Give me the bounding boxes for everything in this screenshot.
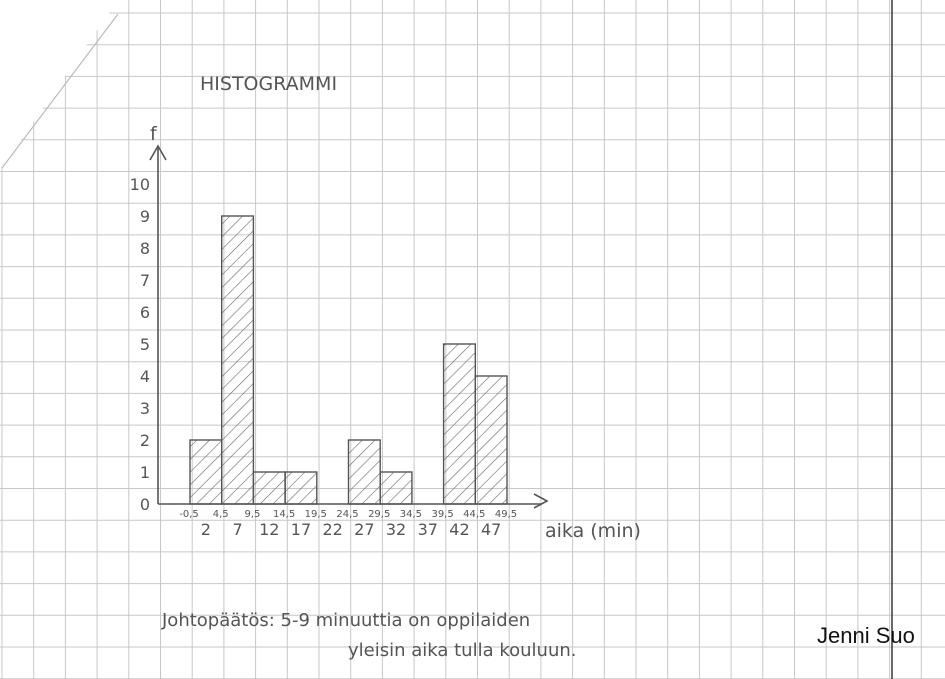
y-tick-label: 9 bbox=[140, 207, 150, 226]
bin-midpoint-label: 42 bbox=[449, 520, 469, 539]
y-tick-label: 7 bbox=[140, 271, 150, 290]
bin-midpoint-label: 7 bbox=[232, 520, 242, 539]
bin-edge-label: 44,5 bbox=[463, 509, 485, 520]
bin-midpoint-label: 47 bbox=[481, 520, 501, 539]
chart-title: HISTOGRAMMI bbox=[200, 73, 337, 95]
bin-midpoint-label: 32 bbox=[386, 520, 406, 539]
bin-midpoint-labels: 2 7 12 17 22 27 32 37 42 47 bbox=[201, 520, 502, 539]
histogram-bar bbox=[474, 375, 508, 505]
histogram-bar bbox=[284, 471, 318, 505]
bin-edge-label: 19,5 bbox=[305, 509, 327, 520]
bin-midpoint-label: 22 bbox=[322, 520, 342, 539]
histogram-bars bbox=[189, 215, 508, 505]
y-axis-label: f bbox=[150, 123, 158, 145]
histogram-bar bbox=[379, 471, 413, 505]
bin-edge-label: 39,5 bbox=[431, 509, 453, 520]
y-tick-label: 1 bbox=[140, 463, 150, 482]
paper-corner-edge bbox=[1, 13, 119, 169]
bin-edge-label: 9,5 bbox=[244, 509, 260, 520]
bin-edge-label: 49,5 bbox=[495, 509, 517, 520]
histogram-bar bbox=[442, 343, 477, 505]
y-tick-label: 6 bbox=[140, 303, 150, 322]
paper-corner bbox=[0, 0, 118, 170]
y-tick-label: 4 bbox=[140, 367, 150, 386]
bin-edge-labels: -0,5 4,5 9,5 14,5 19,5 24,5 29,5 34,5 39,5 44,5 49… bbox=[179, 509, 517, 520]
y-axis-arrow bbox=[149, 144, 167, 161]
x-axis-arrow bbox=[533, 493, 549, 509]
x-axis-label: aika (min) bbox=[545, 520, 641, 542]
y-tick-label: 10 bbox=[130, 175, 150, 194]
bin-edge-label: 24,5 bbox=[336, 509, 358, 520]
histogram-bar bbox=[220, 215, 255, 505]
bin-midpoint-label: 37 bbox=[418, 520, 438, 539]
bin-edge-label: 34,5 bbox=[400, 509, 422, 520]
y-tick-label: 5 bbox=[140, 335, 150, 354]
author-name: Jenni Suo bbox=[817, 623, 915, 648]
y-tick-labels: 0 1 2 3 4 5 6 7 8 9 10 bbox=[130, 175, 150, 514]
conclusion-line-2: yleisin aika tulla kouluun. bbox=[348, 640, 577, 661]
bin-edge-label: 29,5 bbox=[368, 509, 390, 520]
bin-midpoint-label: 17 bbox=[291, 520, 311, 539]
bin-midpoint-label: 2 bbox=[201, 520, 211, 539]
conclusion-line-1: Johtopäätös: 5-9 minuuttia on oppilaiden bbox=[161, 610, 530, 631]
histogram-bar bbox=[189, 439, 223, 505]
y-tick-label: 0 bbox=[140, 495, 150, 514]
y-tick-label: 3 bbox=[140, 399, 150, 418]
bin-edge-label: 14,5 bbox=[273, 509, 295, 520]
histogram-bar bbox=[252, 471, 286, 505]
y-tick-label: 2 bbox=[140, 431, 150, 450]
bin-edge-label: 4,5 bbox=[213, 509, 229, 520]
bin-edge-label: -0,5 bbox=[179, 509, 199, 520]
histogram-bar bbox=[347, 439, 381, 505]
y-tick-label: 8 bbox=[140, 239, 150, 258]
bin-midpoint-label: 27 bbox=[354, 520, 374, 539]
bin-midpoint-label: 12 bbox=[259, 520, 279, 539]
